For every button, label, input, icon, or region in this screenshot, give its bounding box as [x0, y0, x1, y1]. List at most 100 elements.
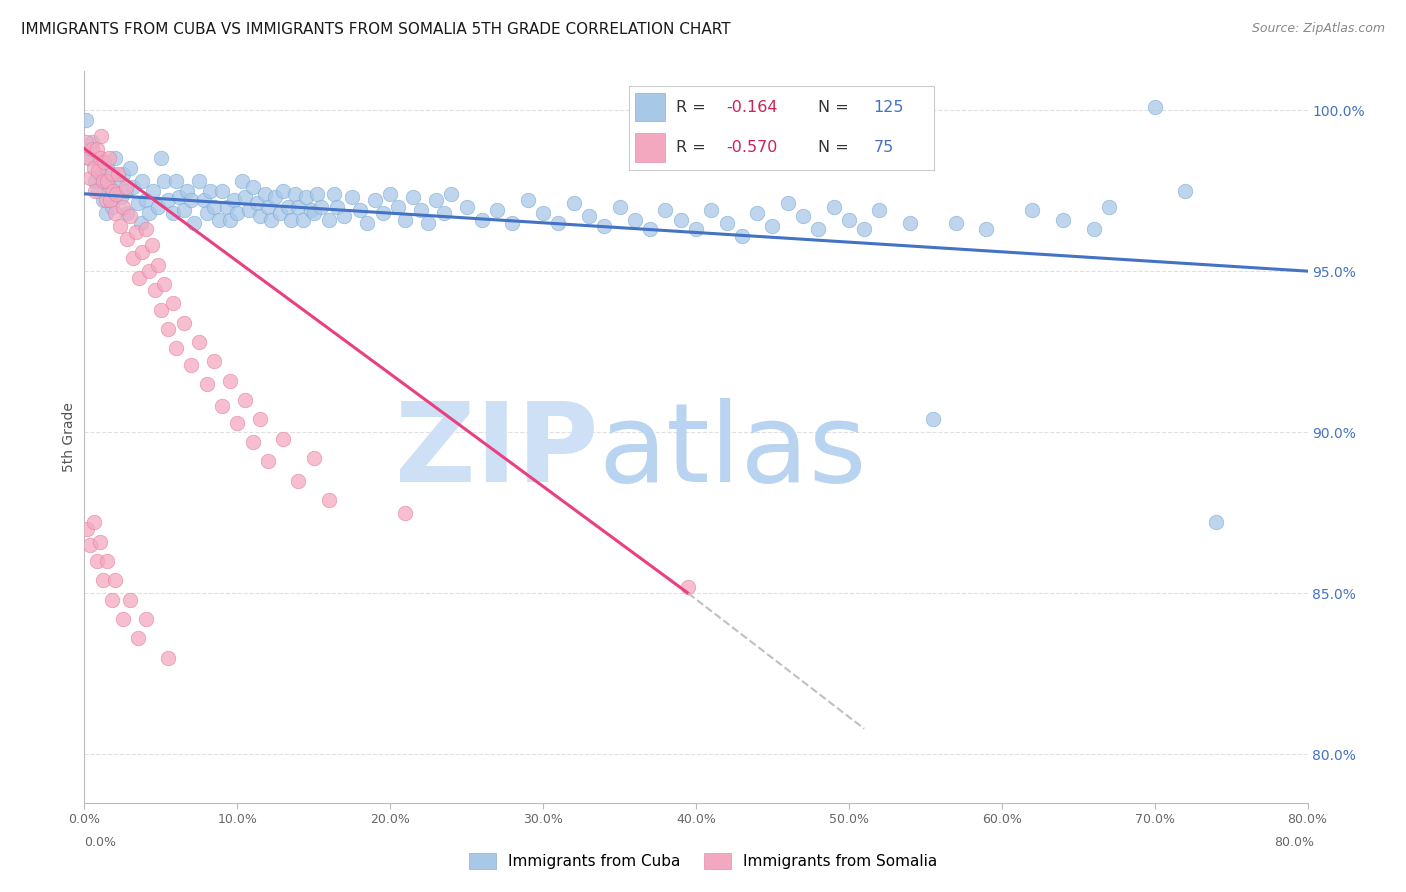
Point	[271, 184, 294, 198]
Text: ZIP: ZIP	[395, 398, 598, 505]
Point	[287, 200, 309, 214]
Point	[578, 210, 600, 224]
Point	[157, 322, 180, 336]
Point	[173, 316, 195, 330]
Point	[1143, 100, 1166, 114]
Point	[104, 206, 127, 220]
Point	[456, 200, 478, 214]
Point	[91, 574, 114, 588]
Point	[242, 434, 264, 449]
Point	[122, 252, 145, 266]
Point	[127, 632, 149, 646]
Point	[349, 202, 371, 217]
Point	[364, 193, 387, 207]
Point	[165, 342, 187, 356]
Point	[101, 200, 124, 214]
Point	[287, 474, 309, 488]
Point	[547, 216, 569, 230]
Point	[77, 152, 100, 166]
Point	[502, 216, 524, 230]
Point	[922, 412, 945, 426]
Point	[257, 454, 280, 468]
Point	[302, 206, 325, 220]
Point	[135, 222, 157, 236]
Legend: Immigrants from Cuba, Immigrants from Somalia: Immigrants from Cuba, Immigrants from So…	[463, 847, 943, 875]
Point	[409, 202, 432, 217]
Point	[226, 416, 249, 430]
Point	[128, 270, 150, 285]
Text: N =: N =	[818, 140, 855, 155]
Point	[84, 184, 107, 198]
Point	[180, 358, 202, 372]
Point	[277, 200, 299, 214]
Point	[246, 196, 269, 211]
Point	[87, 164, 110, 178]
Point	[135, 193, 157, 207]
Point	[83, 516, 105, 530]
Point	[394, 212, 416, 227]
Point	[249, 412, 271, 426]
Point	[153, 277, 176, 291]
Point	[165, 174, 187, 188]
Point	[98, 180, 121, 194]
Point	[823, 200, 845, 214]
Point	[1205, 516, 1227, 530]
Point	[195, 206, 218, 220]
Point	[318, 492, 340, 507]
Point	[218, 374, 240, 388]
Point	[127, 196, 149, 211]
Point	[269, 206, 291, 220]
Point	[1098, 200, 1121, 214]
Point	[208, 212, 231, 227]
Point	[114, 180, 136, 194]
Point	[302, 450, 325, 465]
Point	[98, 193, 121, 207]
Text: R =: R =	[676, 100, 711, 114]
Point	[418, 216, 440, 230]
Point	[292, 212, 315, 227]
Point	[101, 168, 124, 182]
Point	[211, 184, 233, 198]
Point	[114, 184, 136, 198]
Point	[471, 212, 494, 227]
Point	[96, 174, 118, 188]
Point	[188, 334, 211, 349]
Point	[120, 161, 142, 175]
Point	[356, 216, 378, 230]
Point	[80, 135, 103, 149]
Point	[340, 190, 363, 204]
Point	[264, 190, 287, 204]
Point	[807, 222, 830, 236]
Point	[131, 244, 153, 259]
Point	[143, 284, 166, 298]
Point	[183, 216, 205, 230]
Point	[89, 534, 111, 549]
Point	[898, 216, 921, 230]
Text: 0.0%: 0.0%	[84, 837, 117, 849]
Point	[638, 222, 661, 236]
Point	[325, 200, 347, 214]
Point	[233, 392, 256, 407]
Text: 80.0%: 80.0%	[1275, 837, 1315, 849]
Point	[685, 222, 707, 236]
Point	[94, 193, 117, 207]
Point	[149, 152, 172, 166]
Point	[280, 212, 302, 227]
Point	[976, 222, 998, 236]
Point	[593, 219, 616, 233]
Point	[138, 264, 160, 278]
Point	[89, 168, 111, 182]
Point	[284, 186, 307, 201]
Point	[188, 174, 211, 188]
Point	[1052, 212, 1074, 227]
Point	[122, 180, 145, 194]
Point	[761, 219, 783, 233]
Point	[141, 238, 163, 252]
Point	[101, 592, 124, 607]
Point	[89, 152, 111, 166]
Bar	[636, 93, 665, 121]
Point	[125, 226, 148, 240]
Point	[440, 186, 463, 201]
Point	[242, 180, 264, 194]
Point	[198, 184, 221, 198]
